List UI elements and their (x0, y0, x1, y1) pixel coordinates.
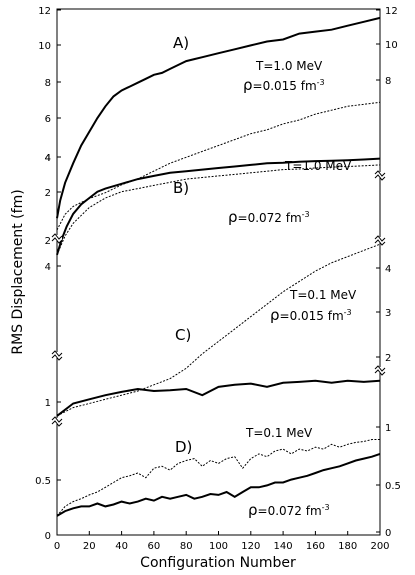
annotation-b-temperature: T=1.0 MeV (284, 159, 352, 173)
rho-symbol: ρ (243, 76, 253, 94)
x-tick-label: 120 (241, 541, 260, 552)
y-tick-label-right: 8 (385, 76, 391, 87)
series-line-d-solid (56, 452, 381, 517)
x-tick-label: 100 (209, 541, 228, 552)
axis-break-mark (51, 233, 63, 244)
axis-break-gap (52, 418, 62, 424)
y-tick-label-left: 2 (45, 236, 51, 247)
series-line-a-solid (56, 16, 381, 219)
x-tick-label: 180 (338, 541, 357, 552)
series-line-d-dashed (56, 439, 380, 517)
y-tick-label-left: 8 (45, 78, 51, 89)
x-tick-label: 0 (54, 541, 60, 552)
y-tick-label-left: 4 (45, 153, 51, 164)
series-line-c-solid (56, 379, 381, 417)
axis-break-layer (51, 170, 386, 427)
density-value: =0.072 fm (238, 211, 302, 225)
y-tick-label-right: 2 (385, 353, 391, 364)
series-layer (56, 16, 381, 517)
y-axis-label: RMS Displacement (fm) (10, 189, 26, 354)
axis-break-mark (51, 350, 63, 361)
y-tick-label-right: 10 (385, 40, 398, 51)
axis-break-gap (375, 367, 385, 373)
x-tick-label: 20 (83, 541, 96, 552)
annotation-d-density: ρ=0.072 fm-3 (248, 501, 330, 519)
panel-label-d: D) (175, 438, 192, 456)
y-tick-label-right: 0.5 (385, 481, 401, 492)
density-value: =0.072 fm (258, 504, 322, 518)
panel-label-c: C) (175, 326, 191, 344)
annotation-d-temperature: T=0.1 MeV (245, 426, 313, 440)
y-tick-label-right: 4 (385, 264, 391, 275)
density-exponent: -3 (302, 210, 310, 219)
axis-break-mark (51, 416, 63, 427)
y-tick-label-left: 4 (45, 153, 51, 164)
x-tick-label: 140 (274, 541, 293, 552)
density-exponent: -3 (322, 503, 330, 512)
rho-symbol: ρ (248, 501, 258, 519)
series-line-b-dashed (56, 164, 381, 255)
series-line-c-dashed (56, 243, 381, 417)
panel-label-a: A) (173, 34, 189, 52)
annotation-c-density: ρ=0.015 fm-3 (270, 306, 352, 324)
y-tick-label-left: 1 (45, 398, 51, 409)
panel-label-b: B) (173, 179, 189, 197)
x-axis-label: Configuration Number (140, 555, 296, 571)
axis-break-mark (374, 235, 386, 246)
density-exponent: -3 (344, 308, 352, 317)
density-exponent: -3 (317, 78, 325, 87)
y-tick-label-left: 4 (45, 262, 51, 273)
y-tick-label-left: 0.5 (35, 476, 51, 487)
y-tick-label-right: 12 (385, 6, 398, 17)
rho-symbol: ρ (270, 306, 280, 324)
y-tick-label-right: 0 (385, 528, 391, 539)
axis-break-gap (52, 235, 62, 241)
plot-frame (56, 8, 381, 536)
axis-break-gap (375, 172, 385, 178)
density-value: =0.015 fm (253, 79, 317, 93)
y-tick-label-left: 2 (45, 188, 51, 199)
y-tick-label-right: 1 (385, 423, 391, 434)
annotation-b-density: ρ=0.072 fm-3 (228, 208, 310, 226)
series-line-b-solid (56, 157, 381, 256)
x-tick-label: 40 (115, 541, 128, 552)
annotation-c-temperature: T=0.1 MeV (289, 288, 357, 302)
x-tick-label: 160 (306, 541, 325, 552)
x-tick-label: 200 (370, 541, 389, 552)
axis-break-gap (375, 237, 385, 243)
y-tick-label-left: 6 (45, 114, 51, 125)
y-tick-label-right: 3 (385, 308, 391, 319)
x-tick-label: 60 (148, 541, 161, 552)
y-tick-label-left: 10 (38, 41, 51, 52)
annotation-a-density: ρ=0.015 fm-3 (243, 76, 325, 94)
axis-break-gap (52, 352, 62, 358)
axis-break-mark (374, 170, 386, 181)
density-value: =0.015 fm (280, 309, 344, 323)
y-tick-label-left: 12 (38, 6, 51, 17)
y-tick-label-left: 0 (45, 531, 51, 542)
rho-symbol: ρ (228, 208, 238, 226)
x-tick-label: 80 (180, 541, 193, 552)
annotation-a-temperature: T=1.0 MeV (255, 59, 323, 73)
axis-break-mark (374, 365, 386, 376)
